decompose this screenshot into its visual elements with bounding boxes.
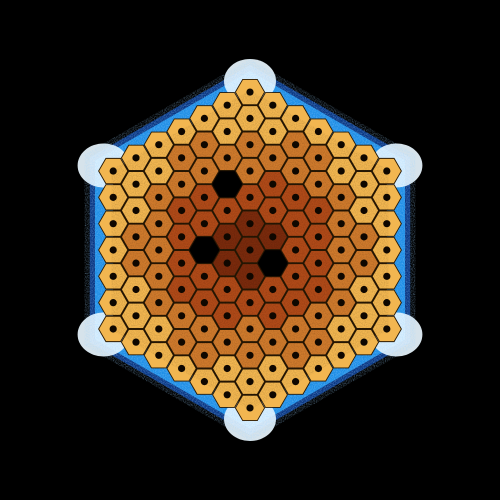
missing-cell	[189, 237, 220, 263]
missing-cell	[212, 171, 243, 198]
hex-cells	[98, 78, 402, 422]
missing-cell	[257, 250, 288, 277]
missing-cells	[189, 171, 288, 277]
cell-texture	[111, 90, 389, 410]
